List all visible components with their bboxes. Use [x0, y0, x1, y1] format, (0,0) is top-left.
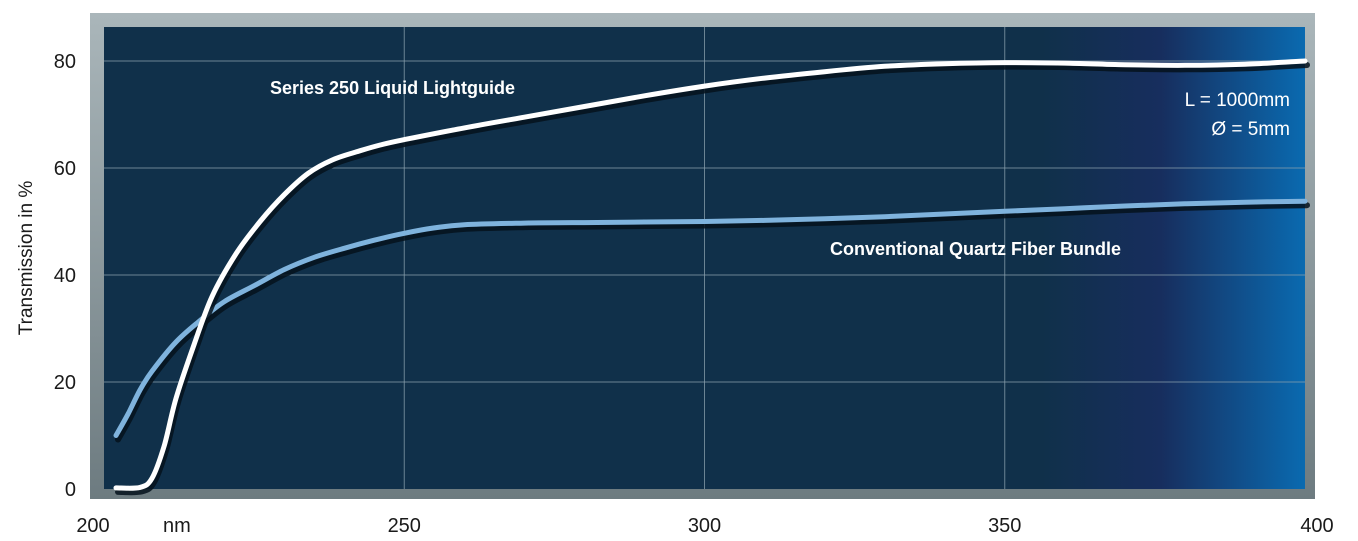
x-tick-250: 250 [388, 515, 421, 537]
x-tick-400: 400 [1300, 515, 1333, 537]
x-tick-350: 350 [988, 515, 1021, 537]
y-tick-80: 80 [54, 51, 76, 73]
series-layer [113, 58, 1310, 496]
x-tick-300: 300 [688, 515, 721, 537]
tick-labels: 0 20 40 60 80 200 250 300 350 400 [54, 51, 1334, 537]
y-tick-20: 20 [54, 372, 76, 394]
y-axis-label: Transmission in % [16, 181, 37, 336]
y-tick-40: 40 [54, 265, 76, 287]
series-label-quartz-fiber-bundle: Conventional Quartz Fiber Bundle [830, 239, 1121, 259]
x-tick-200: 200 [76, 515, 109, 537]
y-tick-60: 60 [54, 158, 76, 180]
series-line-liquid-lightguide [113, 58, 1308, 491]
series-line-quartz-fiber-bundle [113, 198, 1308, 438]
y-tick-0: 0 [65, 479, 76, 501]
series-shadow-quartz-fiber-bundle [115, 202, 1310, 443]
series-shadow-liquid-lightguide [115, 62, 1310, 496]
annotation-diameter: Ø = 5mm [1211, 119, 1290, 140]
x-axis-unit-label: nm [163, 515, 191, 537]
series-label-liquid-lightguide: Series 250 Liquid Lightguide [270, 78, 515, 98]
grid [104, 27, 1305, 489]
annotation-length: L = 1000mm [1185, 90, 1290, 111]
